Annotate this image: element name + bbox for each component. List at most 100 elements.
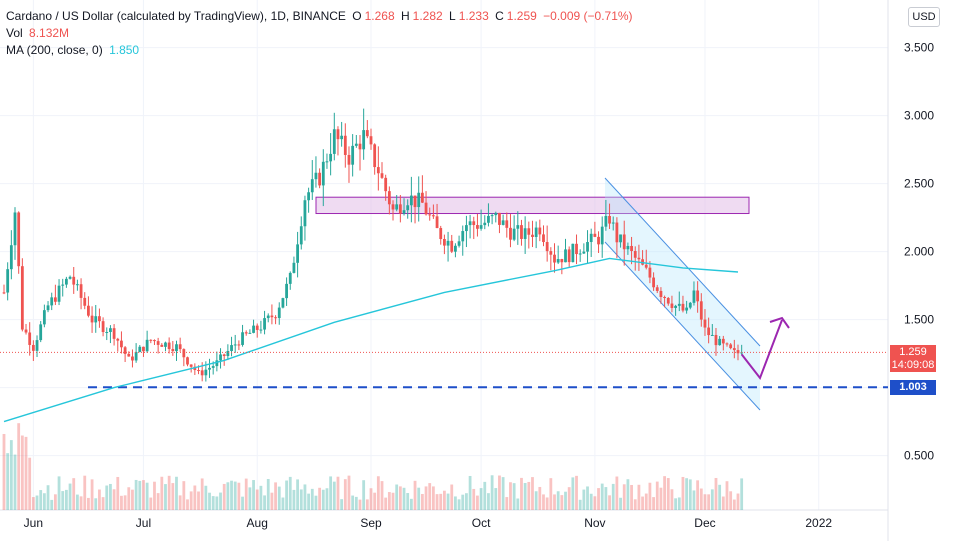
candle-body (270, 315, 274, 318)
x-tick-label: Aug (247, 516, 268, 530)
volume-bar (222, 483, 226, 510)
volume-bar (527, 481, 531, 510)
volume-bar (476, 495, 479, 510)
candle-body (219, 354, 222, 361)
high-value: 1.282 (412, 9, 443, 23)
candle-body (277, 307, 281, 319)
candle-body (134, 351, 138, 361)
currency-button[interactable]: USD (908, 7, 940, 27)
candle-body (109, 328, 112, 332)
volume-bar (391, 492, 395, 510)
candle-body (505, 220, 509, 228)
candle-body (391, 204, 395, 210)
candle-body (329, 153, 333, 162)
candle-body (468, 221, 472, 226)
volume-bar (83, 475, 87, 510)
candle-body (648, 267, 652, 278)
volume-bar (666, 478, 670, 510)
volume-bar (520, 477, 523, 510)
candle-body (435, 216, 439, 229)
x-tick-label: Sep (360, 516, 382, 530)
candle-body (6, 269, 10, 293)
volume-bar (112, 489, 116, 510)
volume-bar (28, 457, 32, 510)
volume-bar (494, 488, 498, 510)
candle-body (266, 315, 270, 319)
volume-bar (505, 497, 509, 510)
candle-body (351, 145, 355, 165)
candle-body (398, 204, 402, 214)
volume-bar (443, 490, 446, 510)
candle-body (622, 234, 626, 250)
volume-bar (380, 481, 384, 510)
candle-body (729, 344, 733, 349)
volume-bar (512, 483, 516, 510)
candle-body (76, 284, 79, 286)
volume-bar (699, 488, 703, 510)
volume-bar (571, 477, 575, 510)
volume-bar (461, 494, 465, 510)
candle-body (420, 192, 424, 203)
volume-bar (516, 498, 520, 510)
candle-body (677, 303, 681, 306)
candle-body (446, 240, 450, 246)
volume-bar (589, 493, 593, 510)
candle-body (490, 215, 494, 217)
channel-fill (605, 178, 760, 410)
volume-bar (325, 488, 329, 510)
volume-bar (736, 493, 740, 510)
candle-body (542, 234, 545, 243)
volume-bar (681, 476, 685, 510)
candle-body (314, 172, 318, 180)
x-tick-label: Oct (472, 516, 491, 530)
ma-legend: MA (200, close, 0) 1.850 (6, 43, 142, 57)
candle-body (53, 297, 57, 302)
candle-body (358, 143, 362, 150)
candle-body (87, 305, 90, 316)
candle-body (380, 173, 384, 178)
volume-bar (409, 498, 413, 510)
candle-body (721, 338, 725, 344)
volume-legend: Vol 8.132M (6, 26, 72, 40)
candle-body (575, 243, 578, 255)
candle-body (589, 233, 593, 243)
candle-body (531, 234, 534, 237)
y-tick-label: 2.000 (904, 245, 934, 259)
channel-lower-line (604, 241, 761, 411)
volume-bar (314, 495, 318, 510)
volume-bar (597, 488, 600, 510)
candle-body (663, 297, 666, 299)
volume-bar (718, 484, 722, 510)
volume-bar (431, 486, 435, 510)
candle-body (292, 262, 296, 273)
volume-bar (153, 481, 156, 510)
candle-body (571, 243, 575, 263)
volume-bar (145, 482, 149, 510)
candle-body (494, 212, 498, 216)
volume-bar (703, 494, 707, 510)
volume-bar (465, 493, 468, 510)
x-tick-label: 2022 (805, 516, 832, 530)
volume-bar (468, 475, 472, 510)
candle-body (105, 331, 109, 333)
candle-body (578, 253, 582, 255)
volume-bar (64, 489, 68, 510)
candle-body (57, 285, 61, 302)
volume-bar (24, 436, 28, 510)
volume-bar (395, 484, 399, 510)
candle-body (362, 130, 366, 150)
candle-body (332, 129, 336, 154)
candle-body (417, 192, 421, 208)
volume-bar (369, 488, 373, 510)
y-tick-label: 2.500 (904, 177, 934, 191)
volume-bar (53, 494, 57, 510)
candle-body (659, 290, 663, 298)
candle-body (718, 338, 722, 346)
candle-body (556, 259, 560, 263)
candle-body (244, 332, 248, 334)
volume-bar (663, 476, 666, 510)
candle-body (498, 212, 501, 225)
ma-label: MA (200, close, 0) (6, 43, 103, 57)
volume-bar (321, 489, 325, 510)
